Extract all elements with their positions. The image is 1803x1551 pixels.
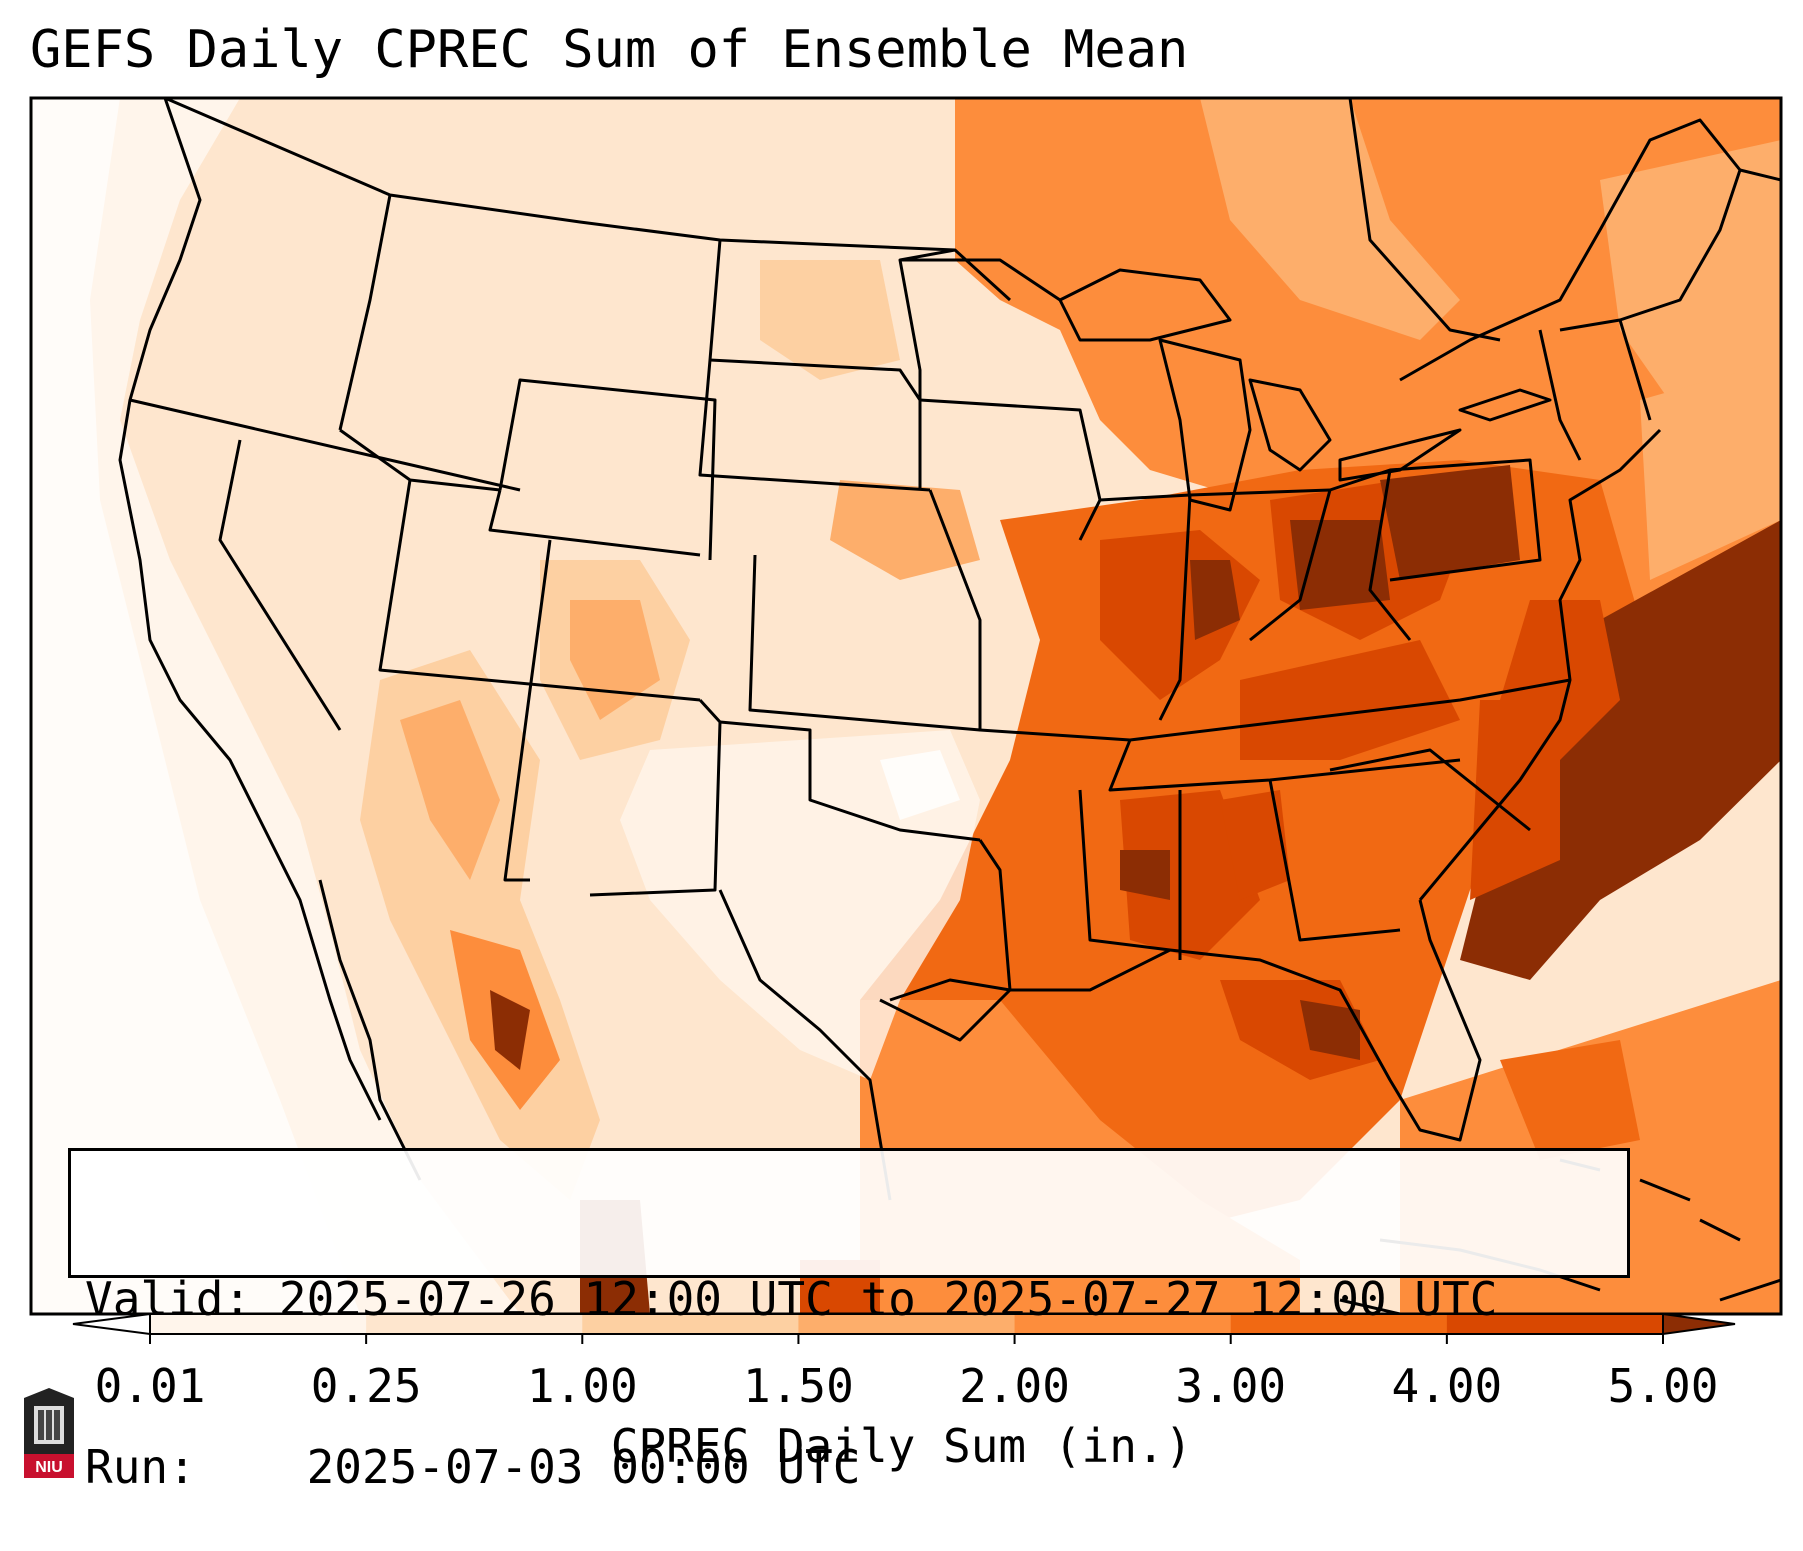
colorbar-segment <box>1230 1314 1448 1334</box>
colorbar <box>72 1312 1736 1344</box>
run-label: Run: <box>85 1440 196 1494</box>
colorbar-tick-label: 4.00 <box>1391 1359 1503 1413</box>
run-line: Run: 2025-07-03 00:00 UTC <box>85 1439 1613 1495</box>
svg-text:NIU: NIU <box>35 1459 63 1476</box>
colorbar-extend-high <box>1662 1312 1736 1336</box>
colorbar-tick-label: 1.00 <box>526 1359 638 1413</box>
colorbar-segment <box>150 1314 367 1334</box>
niu-logo-icon: NIU <box>24 1388 74 1478</box>
colorbar-tick-label: 3.00 <box>1175 1359 1287 1413</box>
valid-value: 2025-07-26 12:00 UTC to 2025-07-27 12:00… <box>278 1272 1498 1326</box>
info-box: Valid: 2025-07-26 12:00 UTC to 2025-07-2… <box>68 1148 1630 1494</box>
valid-line: Valid: 2025-07-26 12:00 UTC to 2025-07-2… <box>85 1271 1613 1327</box>
colorbar-tick-label: 0.25 <box>310 1359 422 1413</box>
colorbar-segment <box>1446 1314 1664 1334</box>
colorbar-frame <box>149 1313 1664 1335</box>
map-title: GEFS Daily CPREC Sum of Ensemble Mean <box>30 20 1189 80</box>
colorbar-tick-label: 0.01 <box>94 1359 206 1413</box>
precip-field <box>31 98 1781 1314</box>
colorbar-tick-label: 2.00 <box>959 1359 1070 1413</box>
colorbar-tick-label: 5.00 <box>1607 1359 1719 1413</box>
valid-label: Valid: <box>85 1272 252 1326</box>
colorbar-segment <box>582 1314 799 1334</box>
precip-map <box>29 96 1783 1344</box>
colorbar-tick-label: 1.50 <box>743 1359 854 1413</box>
colorbar-label: CPREC Daily Sum (in.) <box>610 1419 1193 1473</box>
colorbar-segment <box>1014 1314 1232 1334</box>
colorbar-segment <box>798 1314 1016 1334</box>
state-boundaries <box>118 98 1781 1314</box>
run-value: 2025-07-03 00:00 UTC <box>306 1440 861 1494</box>
colorbar-segment <box>366 1314 583 1334</box>
